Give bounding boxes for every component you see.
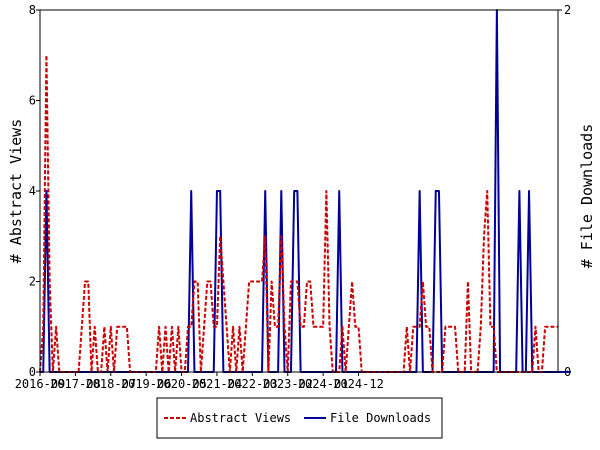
- legend: Abstract Views File Downloads: [156, 397, 443, 439]
- legend-label-file-downloads: File Downloads: [330, 411, 431, 425]
- y-left-axis-label: # Abstract Views: [7, 119, 25, 264]
- y-left-tick-label: 4: [29, 184, 36, 198]
- y-left-tick-label: 8: [29, 3, 36, 17]
- y-left-tick-label: 6: [29, 94, 36, 108]
- x-tick-label: 2024-12: [333, 377, 384, 391]
- x-tick-label: 2019-06: [121, 377, 172, 391]
- x-tick-label: 2020-05: [156, 377, 207, 391]
- x-tick-label: 2023-02: [262, 377, 313, 391]
- x-tick-label: 2021-04: [192, 377, 243, 391]
- y-left-tick-label: 2: [29, 275, 36, 289]
- x-tick-label: 2016-09: [15, 377, 66, 391]
- legend-label-abstract-views: Abstract Views: [190, 411, 291, 425]
- x-tick-label: 2018-07: [85, 377, 136, 391]
- y-right-tick-label: 2: [564, 3, 571, 17]
- x-tick-label: 2024-01: [298, 377, 349, 391]
- x-tick-label: 2022-03: [227, 377, 278, 391]
- series-line-file-downloads: [40, 9, 571, 373]
- y-right-axis-label: # File Downloads: [578, 124, 596, 269]
- y-left-tick-label: 0: [29, 365, 36, 379]
- legend-box: [156, 397, 443, 439]
- y-right-tick-label: 0: [564, 365, 571, 379]
- x-tick-label: 2017-08: [50, 377, 101, 391]
